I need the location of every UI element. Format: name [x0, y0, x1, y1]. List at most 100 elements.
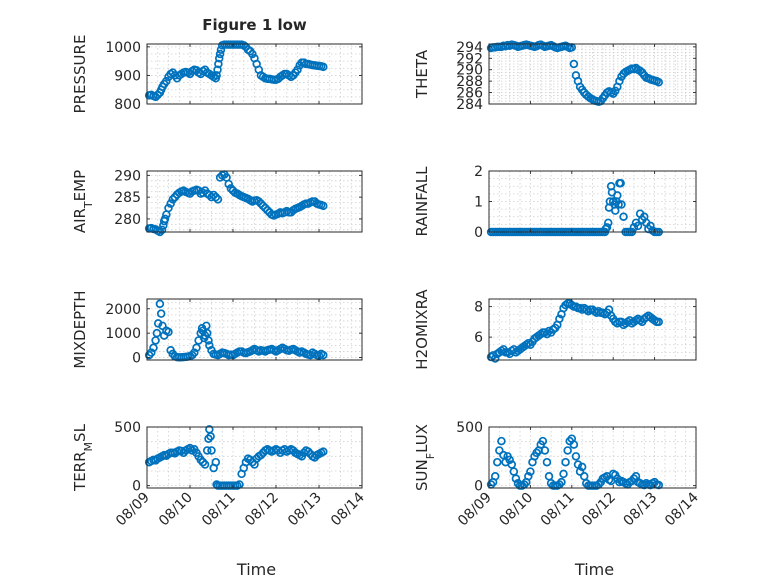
y-axis-label: RAINFALL	[413, 166, 431, 237]
data-point	[205, 341, 214, 350]
data-point	[561, 457, 570, 467]
data-point	[540, 446, 550, 455]
data-point	[615, 76, 624, 86]
subplot-4: 0 1 2 RAINFALL	[413, 164, 697, 241]
x-tick-label: 08/14	[662, 489, 702, 529]
data-point	[555, 314, 564, 324]
data-point	[619, 212, 628, 222]
subplot-5: 0 1000 2000 MIXDEPTH	[71, 290, 363, 369]
axes-frame	[488, 426, 697, 489]
y-tick-label: 0	[132, 479, 141, 495]
data-point	[490, 472, 500, 481]
data-point	[207, 446, 216, 455]
y-tick-label: 800	[114, 97, 141, 113]
x-tick-label: 08/14	[328, 489, 368, 529]
data-point	[575, 467, 585, 476]
x-tick-label: 08/10	[496, 490, 536, 530]
data-point	[611, 206, 620, 215]
y-tick-label: 1000	[105, 40, 141, 56]
axes-frame	[488, 43, 697, 105]
axes-background	[488, 426, 697, 489]
grid	[488, 43, 697, 105]
y-tick-label: 290	[456, 63, 483, 79]
data-point	[497, 436, 506, 446]
data-point	[214, 59, 223, 69]
axes-frame	[146, 170, 363, 233]
data-point	[617, 200, 626, 209]
data-point	[261, 203, 270, 213]
y-tick-label: 285	[114, 190, 141, 206]
x-axis-label: Time	[574, 560, 614, 579]
data-point	[160, 214, 170, 224]
subplot-6: 6 8 H2OMIXRA	[413, 289, 697, 370]
data-point	[524, 472, 533, 481]
y-tick-label: 500	[456, 420, 483, 436]
data-point	[646, 221, 655, 231]
y-tick-label: 0	[132, 351, 141, 367]
data-point	[616, 178, 625, 188]
data-point	[156, 309, 166, 318]
data-point	[192, 343, 201, 353]
data-point	[224, 179, 233, 189]
y-tick-label: 294	[456, 40, 483, 56]
y-tick-label: 0	[474, 479, 483, 495]
axes-background	[146, 298, 363, 361]
data-point	[505, 455, 514, 465]
data-point	[200, 460, 210, 469]
data-point	[569, 59, 579, 69]
data-point	[202, 446, 212, 455]
data-point	[654, 480, 663, 490]
data-point	[563, 446, 572, 455]
x-tick-label: 08/13	[621, 490, 661, 530]
y-tick-label: 1000	[105, 326, 141, 342]
data-point	[319, 350, 328, 360]
data-point	[613, 191, 622, 200]
data-point	[571, 452, 581, 461]
axes-background	[146, 426, 363, 489]
x-tick-label: 08/13	[285, 490, 325, 530]
data-point	[493, 457, 502, 467]
data-point	[153, 319, 163, 328]
x-axis-label: Time	[236, 560, 276, 579]
x-tick-label: 08/11	[538, 490, 578, 530]
axes-frame	[146, 426, 363, 489]
data-point	[190, 348, 199, 357]
data-point	[212, 71, 221, 80]
y-tick-label: 2	[474, 164, 483, 180]
y-tick-label: 8	[474, 300, 483, 316]
data-point	[569, 440, 579, 449]
data-point	[635, 66, 645, 76]
data-point	[164, 203, 173, 213]
axes-frame	[146, 298, 363, 361]
x-tick-label: 08/09	[113, 490, 153, 530]
y-axis-label: TERRMSL	[71, 423, 95, 492]
y-axis-label: PRESSURE	[71, 35, 89, 114]
data-markers	[144, 170, 328, 237]
subplot-7: 0 500 08/09 08/10 08/11 08/12 08/13 08/14 TERRMS…	[71, 420, 368, 579]
x-tick-label: 08/12	[579, 490, 619, 530]
y-tick-label: 2000	[105, 302, 141, 318]
y-axis-label: THETA	[413, 49, 431, 99]
data-point	[633, 221, 643, 231]
y-axis-label: SUNFLUX	[413, 424, 437, 491]
data-point	[263, 205, 272, 215]
data-point	[603, 218, 613, 228]
figure-title: Figure 1 low	[202, 16, 307, 34]
data-point	[211, 192, 221, 202]
data-point	[152, 328, 162, 338]
data-point	[654, 317, 663, 327]
data-point	[204, 336, 213, 345]
data-point	[526, 467, 535, 476]
data-point	[157, 225, 167, 235]
y-tick-label: 288	[456, 74, 483, 90]
data-point	[147, 348, 156, 357]
data-point	[213, 65, 222, 74]
data-point	[215, 49, 225, 59]
data-point	[495, 446, 504, 455]
data-point	[151, 92, 160, 102]
data-point	[258, 201, 268, 211]
data-markers	[144, 40, 328, 102]
data-point	[162, 76, 171, 86]
